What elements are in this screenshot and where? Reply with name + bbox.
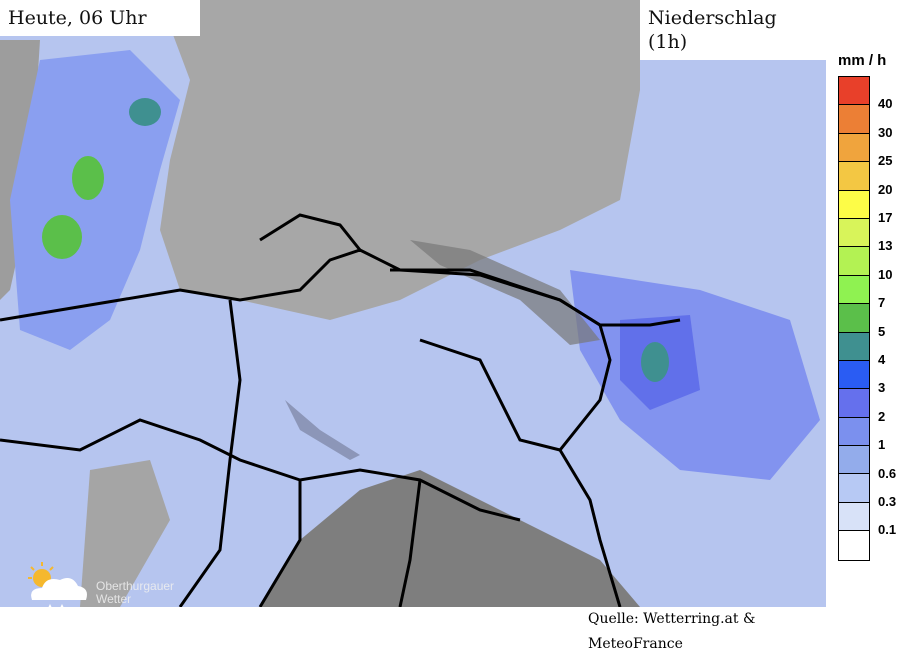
legend-color-cell	[839, 190, 869, 219]
logo-text-line2: Wetter	[96, 592, 132, 606]
precipitation-map[interactable]	[0, 0, 826, 607]
legend-color-cell	[839, 360, 869, 390]
legend-label: 0.6	[878, 465, 897, 481]
legend-color-bar	[838, 76, 870, 561]
legend-label: 3	[878, 380, 886, 396]
rain-cell-4	[641, 342, 669, 382]
legend-label: 17	[878, 210, 893, 225]
legend-unit: mm / h	[838, 52, 887, 69]
logo-text: Oberthurgauer Wetter	[96, 580, 174, 606]
legend-label: 7	[878, 295, 886, 311]
rain-cell-3	[42, 215, 82, 259]
rain-light-west	[10, 50, 180, 350]
legend-color-cell	[839, 502, 869, 532]
legend-color-cell	[839, 162, 869, 191]
legend-color-cell	[839, 275, 869, 305]
alps-relief-2	[80, 460, 170, 607]
rain-cell-1	[129, 98, 161, 126]
legend-label: 10	[878, 266, 893, 282]
legend-color-cell	[839, 304, 869, 333]
sun-cloud-rain-logo-icon	[28, 562, 87, 616]
precipitation-legend: mm / h 40 30 25 20 17 13 10 7 5 4 3 2 1 0.6 0.3 0.1	[826, 36, 906, 632]
legend-label: 5	[878, 323, 886, 339]
lake-constance	[410, 240, 600, 345]
source-credit: Quelle: Wetterring.at & MeteoFrance	[582, 607, 826, 652]
legend-label: 0.1	[878, 522, 897, 538]
legend-color-cell	[839, 389, 869, 418]
layer-title: Niederschlag (1h)	[640, 0, 826, 60]
dry-area-north	[160, 0, 640, 320]
lake-zurich	[285, 400, 360, 460]
legend-label: 0.3	[878, 494, 897, 509]
legend-label: 25	[878, 153, 893, 169]
legend-label: 13	[878, 238, 893, 254]
legend-label: 4	[878, 352, 886, 367]
legend-label: 30	[878, 124, 893, 140]
borders	[0, 213, 681, 607]
legend-label: 40	[878, 96, 893, 112]
legend-color-cell	[839, 474, 869, 503]
legend-color-cell	[839, 446, 869, 475]
forecast-time-label: Heute, 06 Uhr	[0, 0, 200, 36]
legend-color-cell	[839, 77, 869, 106]
legend-label: 1	[878, 437, 886, 453]
alps-relief	[260, 470, 640, 607]
legend-color-cell	[839, 105, 869, 134]
legend-label: 2	[878, 408, 886, 424]
legend-color-cell	[839, 247, 869, 276]
legend-color-cell	[839, 218, 869, 248]
legend-label: 20	[878, 181, 893, 197]
legend-color-cell	[839, 133, 869, 163]
legend-color-cell	[839, 417, 869, 447]
legend-color-cell	[839, 332, 869, 361]
rain-cell-2	[72, 156, 104, 200]
logo-text-line1: Oberthurgauer	[96, 579, 175, 593]
legend-color-cell	[839, 531, 869, 560]
